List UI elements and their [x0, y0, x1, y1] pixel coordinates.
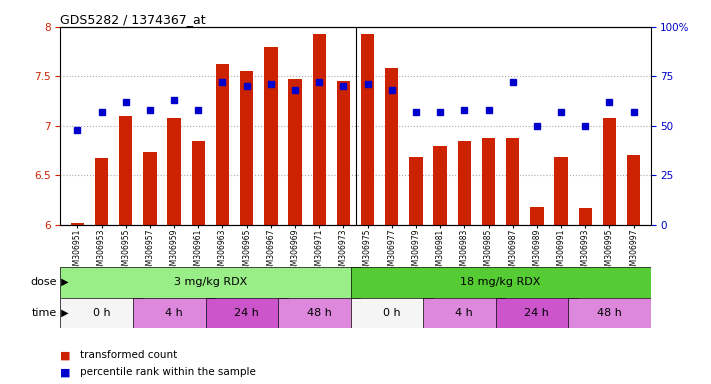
Bar	[423, 298, 506, 328]
Bar	[351, 267, 651, 298]
Text: percentile rank within the sample: percentile rank within the sample	[80, 367, 256, 377]
Bar	[385, 68, 398, 225]
Bar	[240, 71, 253, 225]
Bar	[530, 207, 543, 225]
Text: 18 mg/kg RDX: 18 mg/kg RDX	[461, 277, 541, 287]
Text: 3 mg/kg RDX: 3 mg/kg RDX	[173, 277, 247, 287]
Text: 0 h: 0 h	[383, 308, 400, 318]
Bar	[60, 298, 143, 328]
Bar	[361, 34, 374, 225]
Text: 24 h: 24 h	[525, 308, 550, 318]
Text: 48 h: 48 h	[306, 308, 331, 318]
Bar	[482, 137, 495, 225]
Text: 24 h: 24 h	[234, 308, 259, 318]
Text: 4 h: 4 h	[165, 308, 183, 318]
Bar	[168, 118, 181, 225]
Bar	[627, 156, 641, 225]
Text: time: time	[31, 308, 57, 318]
Bar	[264, 47, 277, 225]
Bar	[95, 158, 108, 225]
Bar	[216, 65, 229, 225]
Text: ■: ■	[60, 367, 71, 377]
Bar	[410, 157, 422, 225]
Bar	[144, 152, 156, 225]
Bar	[434, 146, 447, 225]
Bar	[496, 298, 578, 328]
Bar	[70, 223, 84, 225]
Bar	[555, 157, 567, 225]
Bar	[205, 298, 288, 328]
Bar	[506, 137, 519, 225]
Text: GDS5282 / 1374367_at: GDS5282 / 1374367_at	[60, 13, 206, 26]
Bar	[337, 81, 350, 225]
Bar	[289, 79, 301, 225]
Bar	[60, 267, 360, 298]
Bar	[192, 141, 205, 225]
Bar	[351, 298, 433, 328]
Text: dose: dose	[31, 277, 57, 287]
Bar	[603, 118, 616, 225]
Bar	[278, 298, 360, 328]
Bar	[119, 116, 132, 225]
Text: ▶: ▶	[58, 308, 68, 318]
Text: 4 h: 4 h	[456, 308, 474, 318]
Bar	[568, 298, 651, 328]
Text: 48 h: 48 h	[597, 308, 622, 318]
Text: 0 h: 0 h	[92, 308, 110, 318]
Text: ■: ■	[60, 350, 71, 360]
Bar	[313, 34, 326, 225]
Bar	[579, 208, 592, 225]
Bar	[133, 298, 215, 328]
Bar	[458, 141, 471, 225]
Text: ▶: ▶	[58, 277, 68, 287]
Text: transformed count: transformed count	[80, 350, 178, 360]
